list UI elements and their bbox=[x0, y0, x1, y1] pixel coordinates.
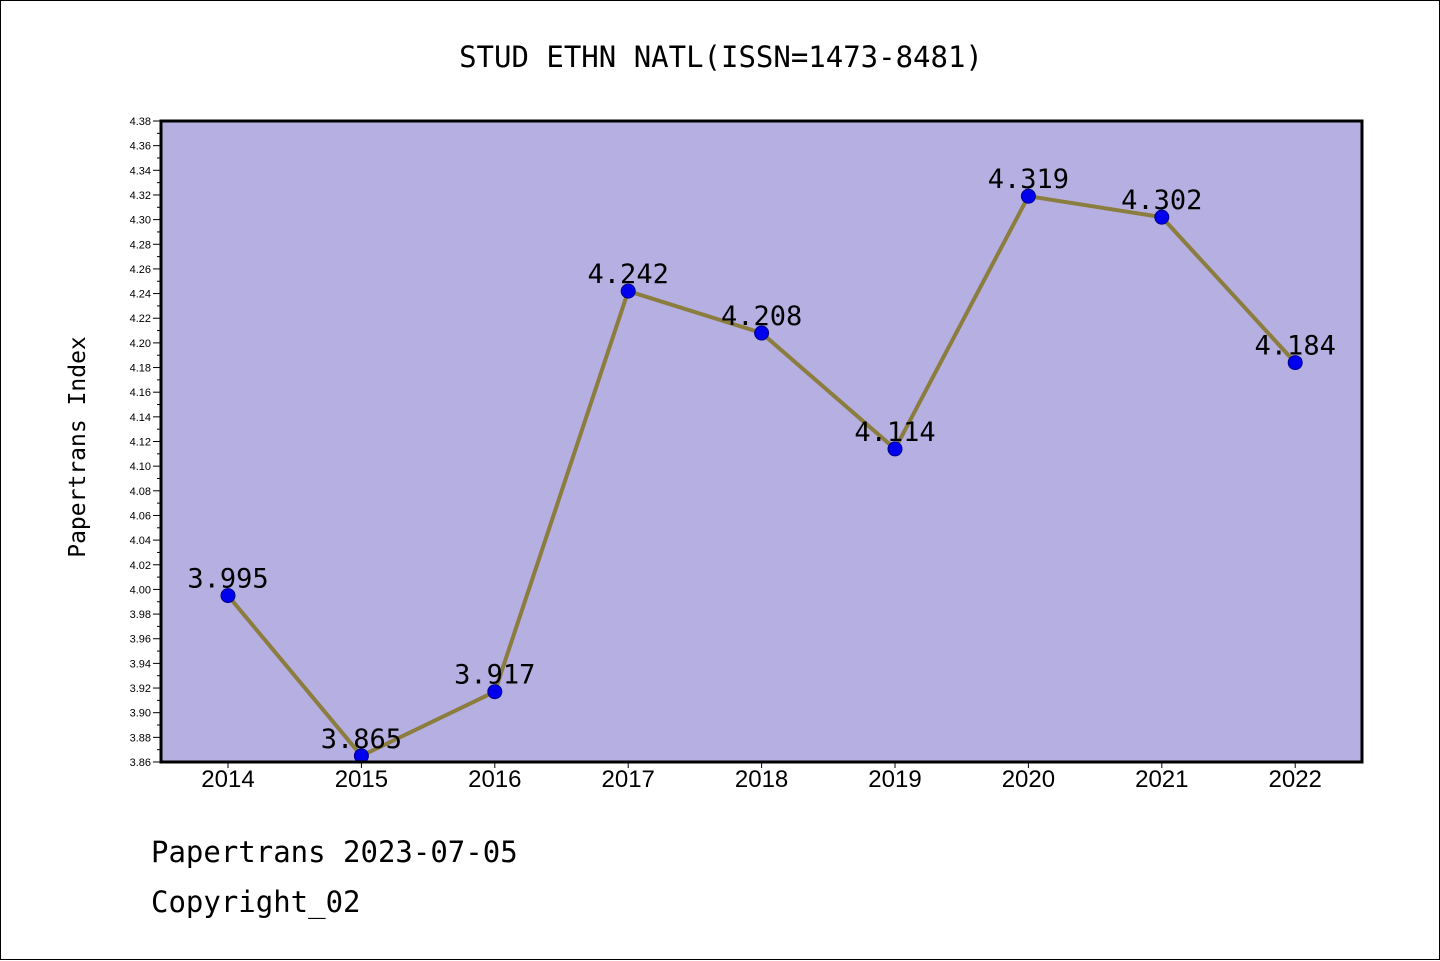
data-label: 3.865 bbox=[321, 724, 402, 755]
y-tick-label: 4.34 bbox=[130, 165, 151, 177]
x-tick-label: 2020 bbox=[1002, 766, 1055, 793]
plot-border bbox=[159, 119, 1364, 764]
chart-title: STUD ETHN NATL(ISSN=1473-8481) bbox=[459, 40, 983, 74]
y-tick-label: 3.92 bbox=[130, 683, 151, 695]
data-label: 4.184 bbox=[1255, 331, 1336, 362]
data-point-marker bbox=[1020, 188, 1036, 204]
data-point-marker bbox=[1287, 355, 1303, 371]
y-axis-label: Papertrans Index bbox=[65, 336, 91, 558]
data-label: 4.208 bbox=[721, 301, 802, 332]
y-tick-label: 4.36 bbox=[130, 141, 151, 153]
y-tick-label: 4.08 bbox=[130, 486, 151, 498]
plot-area bbox=[161, 121, 1362, 762]
data-point-marker bbox=[220, 588, 236, 604]
y-tick-label: 4.26 bbox=[130, 264, 151, 276]
y-tick-label: 4.10 bbox=[130, 461, 151, 473]
y-tick-label: 4.00 bbox=[130, 584, 151, 596]
y-tick-label: 4.38 bbox=[130, 116, 151, 128]
y-tick-label: 4.04 bbox=[130, 535, 151, 547]
y-tick-label: 4.30 bbox=[130, 215, 151, 227]
y-tick-label: 4.14 bbox=[130, 412, 151, 424]
x-tick-label: 2018 bbox=[735, 766, 788, 793]
y-tick-label: 4.06 bbox=[130, 510, 151, 522]
y-tick-label: 3.94 bbox=[130, 658, 151, 670]
y-tick-label: 4.32 bbox=[130, 190, 151, 202]
y-tick-label: 4.18 bbox=[130, 363, 151, 375]
data-label: 4.114 bbox=[854, 417, 935, 448]
y-tick-label: 3.88 bbox=[130, 732, 151, 744]
y-tick-label: 3.90 bbox=[130, 708, 151, 720]
y-tick-label: 3.86 bbox=[130, 757, 151, 769]
x-tick-label: 2021 bbox=[1135, 766, 1188, 793]
y-tick-label: 3.98 bbox=[130, 609, 151, 621]
data-label: 4.302 bbox=[1121, 185, 1202, 216]
x-tick-label: 2019 bbox=[868, 766, 921, 793]
y-tick-label: 3.96 bbox=[130, 634, 151, 646]
y-tick-label: 4.20 bbox=[130, 338, 151, 350]
data-label: 3.995 bbox=[187, 564, 268, 595]
y-tick-label: 4.28 bbox=[130, 239, 151, 251]
data-label: 3.917 bbox=[454, 660, 535, 691]
y-tick-label: 4.12 bbox=[130, 437, 151, 449]
x-tick-label: 2015 bbox=[335, 766, 388, 793]
y-tick-label: 4.22 bbox=[130, 313, 151, 325]
x-tick-label: 2014 bbox=[201, 766, 254, 793]
y-tick-label: 4.02 bbox=[130, 560, 151, 572]
footer-date-line: Papertrans 2023-07-05 bbox=[151, 835, 518, 869]
x-tick-label: 2017 bbox=[602, 766, 655, 793]
data-label: 4.242 bbox=[588, 259, 669, 290]
data-point-marker bbox=[1154, 209, 1170, 225]
data-point-marker bbox=[487, 684, 503, 700]
x-tick-label: 2022 bbox=[1269, 766, 1322, 793]
x-tick-label: 2016 bbox=[468, 766, 521, 793]
data-label: 4.319 bbox=[988, 164, 1069, 195]
data-point-marker bbox=[620, 283, 636, 299]
y-tick-label: 4.24 bbox=[130, 289, 151, 301]
data-point-marker bbox=[887, 441, 903, 457]
data-point-marker bbox=[754, 325, 770, 341]
footer-copyright: Copyright_02 bbox=[151, 885, 361, 919]
y-tick-label: 4.16 bbox=[130, 387, 151, 399]
